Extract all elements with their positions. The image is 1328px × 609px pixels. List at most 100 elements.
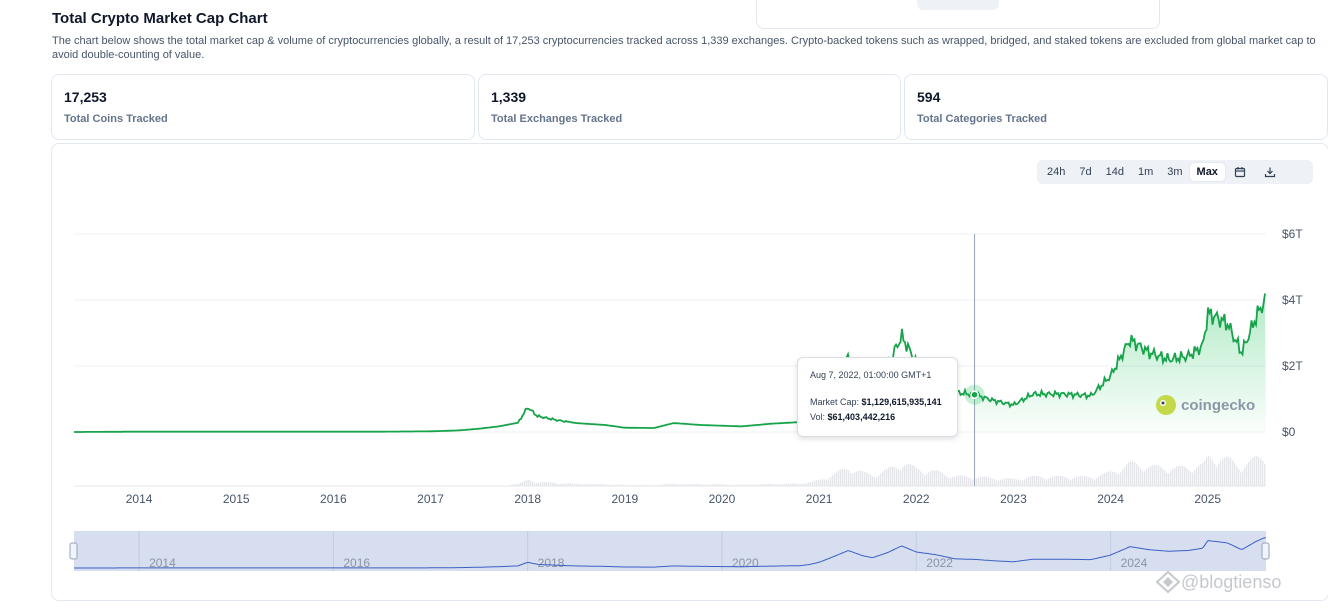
- volume-bar: [1110, 471, 1112, 486]
- volume-bar: [1086, 476, 1088, 486]
- volume-bar: [590, 484, 592, 486]
- volume-bar: [1062, 476, 1064, 486]
- gecko-logo-icon: [1156, 395, 1176, 415]
- volume-bar: [664, 484, 666, 486]
- volume-bar: [582, 484, 584, 486]
- volume-bar: [834, 473, 836, 486]
- volume-bar: [798, 483, 800, 486]
- volume-bar: [726, 484, 728, 486]
- volume-bar: [940, 472, 942, 486]
- stat-value: 594: [917, 89, 941, 105]
- stat-card-exchanges: 1,339 Total Exchanges Tracked: [478, 74, 901, 140]
- volume-bar: [710, 484, 712, 486]
- volume-bar: [718, 484, 720, 486]
- volume-bar: [1168, 473, 1170, 486]
- volume-bar: [1206, 457, 1208, 486]
- volume-bar: [518, 483, 520, 486]
- x-tick-label: 2015: [223, 492, 250, 506]
- tooltip-market-cap-label: Market Cap:: [810, 397, 860, 407]
- volume-bar: [1036, 475, 1038, 486]
- volume-bar: [862, 471, 864, 486]
- stat-card-coins: 17,253 Total Coins Tracked: [51, 74, 475, 140]
- corner-watermark: @blogtienso: [1155, 570, 1281, 594]
- volume-bar: [986, 476, 988, 486]
- volume-bar: [536, 482, 538, 486]
- navigator-handle[interactable]: [69, 542, 78, 560]
- volume-bar: [1170, 471, 1172, 486]
- popup-button[interactable]: [917, 0, 999, 10]
- volume-bar: [1052, 476, 1054, 486]
- range-3m-button[interactable]: 3m: [1167, 166, 1183, 178]
- volume-bar: [1076, 477, 1078, 486]
- volume-bar: [566, 483, 568, 486]
- corner-watermark-text: @blogtienso: [1181, 571, 1282, 592]
- volume-bar: [990, 477, 992, 486]
- x-tick-label: 2019: [611, 492, 638, 506]
- volume-bar: [748, 484, 750, 486]
- volume-bar: [1108, 471, 1110, 486]
- volume-bar: [646, 484, 648, 486]
- chart-tooltip: Aug 7, 2022, 01:00:00 GMT+1 Market Cap: …: [797, 357, 958, 437]
- volume-bar: [1012, 478, 1014, 486]
- volume-bar: [1250, 459, 1252, 486]
- volume-bar: [1114, 472, 1116, 486]
- volume-bar: [588, 484, 590, 486]
- volume-bar: [1032, 475, 1034, 486]
- x-tick-label: 2017: [417, 492, 444, 506]
- volume-bar: [844, 468, 846, 486]
- volume-bar: [1040, 477, 1042, 486]
- volume-bar: [1038, 476, 1040, 486]
- volume-bar: [762, 484, 764, 486]
- volume-bar: [624, 484, 626, 486]
- volume-bar: [982, 476, 984, 486]
- x-tick-label: 2022: [903, 492, 930, 506]
- volume-bar: [1172, 469, 1174, 486]
- volume-bar: [900, 470, 902, 486]
- volume-bar: [988, 477, 990, 486]
- volume-bar: [946, 476, 948, 486]
- range-24h-button[interactable]: 24h: [1047, 166, 1066, 178]
- range-14d-button[interactable]: 14d: [1105, 166, 1124, 178]
- navigator-handle[interactable]: [1261, 542, 1270, 560]
- volume-bar: [1136, 464, 1138, 486]
- volume-bar: [1164, 470, 1166, 486]
- navigator-window[interactable]: [74, 531, 1266, 571]
- volume-bar: [538, 482, 540, 486]
- volume-bar: [532, 481, 534, 486]
- navigator-line: [74, 537, 1266, 569]
- download-icon[interactable]: [1255, 163, 1285, 181]
- volume-bar: [686, 484, 688, 486]
- range-1m-button[interactable]: 1m: [1137, 166, 1154, 178]
- range-7d-button[interactable]: 7d: [1079, 166, 1092, 178]
- volume-bar: [880, 473, 882, 486]
- volume-bar: [1008, 478, 1010, 486]
- volume-bar: [776, 484, 778, 486]
- calendar-icon[interactable]: [1225, 163, 1255, 181]
- x-tick-label: 2021: [806, 492, 833, 506]
- tooltip-volume-label: Vol:: [810, 412, 826, 422]
- volume-bar: [902, 467, 904, 486]
- volume-bar: [976, 478, 978, 486]
- volume-bar: [550, 482, 552, 486]
- y-tick-label: $0: [1282, 425, 1296, 439]
- volume-bar: [678, 484, 680, 486]
- volume-bar: [922, 473, 924, 486]
- volume-bar: [754, 484, 756, 486]
- volume-bar: [1058, 475, 1060, 486]
- volume-bar: [806, 483, 808, 486]
- market-cap-area: [974, 293, 1266, 432]
- volume-bar: [932, 470, 934, 486]
- volume-bar: [998, 480, 1000, 486]
- volume-bar: [894, 467, 896, 486]
- volume-bar: [886, 468, 888, 486]
- volume-bar: [614, 484, 616, 486]
- volume-bar: [560, 484, 562, 486]
- volume-bar: [662, 484, 664, 486]
- volume-bar: [898, 469, 900, 486]
- volume-bar: [778, 484, 780, 486]
- volume-bar: [912, 464, 914, 486]
- range-max-button[interactable]: Max: [1189, 163, 1225, 181]
- volume-bar: [890, 466, 892, 486]
- volume-bar: [520, 482, 522, 486]
